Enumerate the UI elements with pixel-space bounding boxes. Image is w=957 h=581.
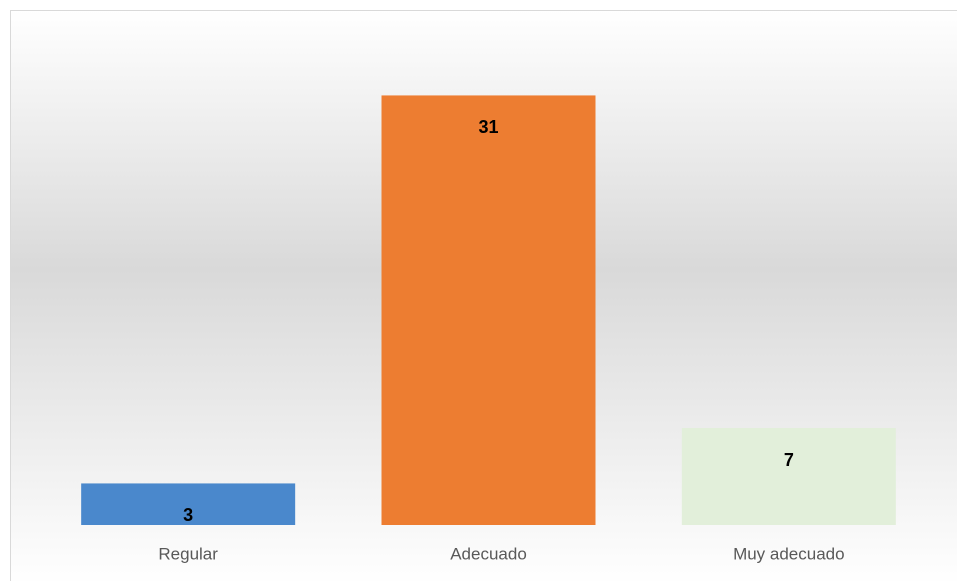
bar xyxy=(81,483,296,525)
x-tick-label: Muy adecuado xyxy=(733,544,845,563)
plot: 3 Regular 31 Adecuado 7 Muy adecuado xyxy=(81,95,896,563)
bar xyxy=(381,95,596,525)
data-label: 31 xyxy=(478,117,498,137)
data-label: 7 xyxy=(784,450,794,470)
data-label: 3 xyxy=(183,505,193,525)
bar xyxy=(681,428,896,525)
x-tick-label: Regular xyxy=(158,544,218,563)
x-tick-label: Adecuado xyxy=(450,544,527,563)
